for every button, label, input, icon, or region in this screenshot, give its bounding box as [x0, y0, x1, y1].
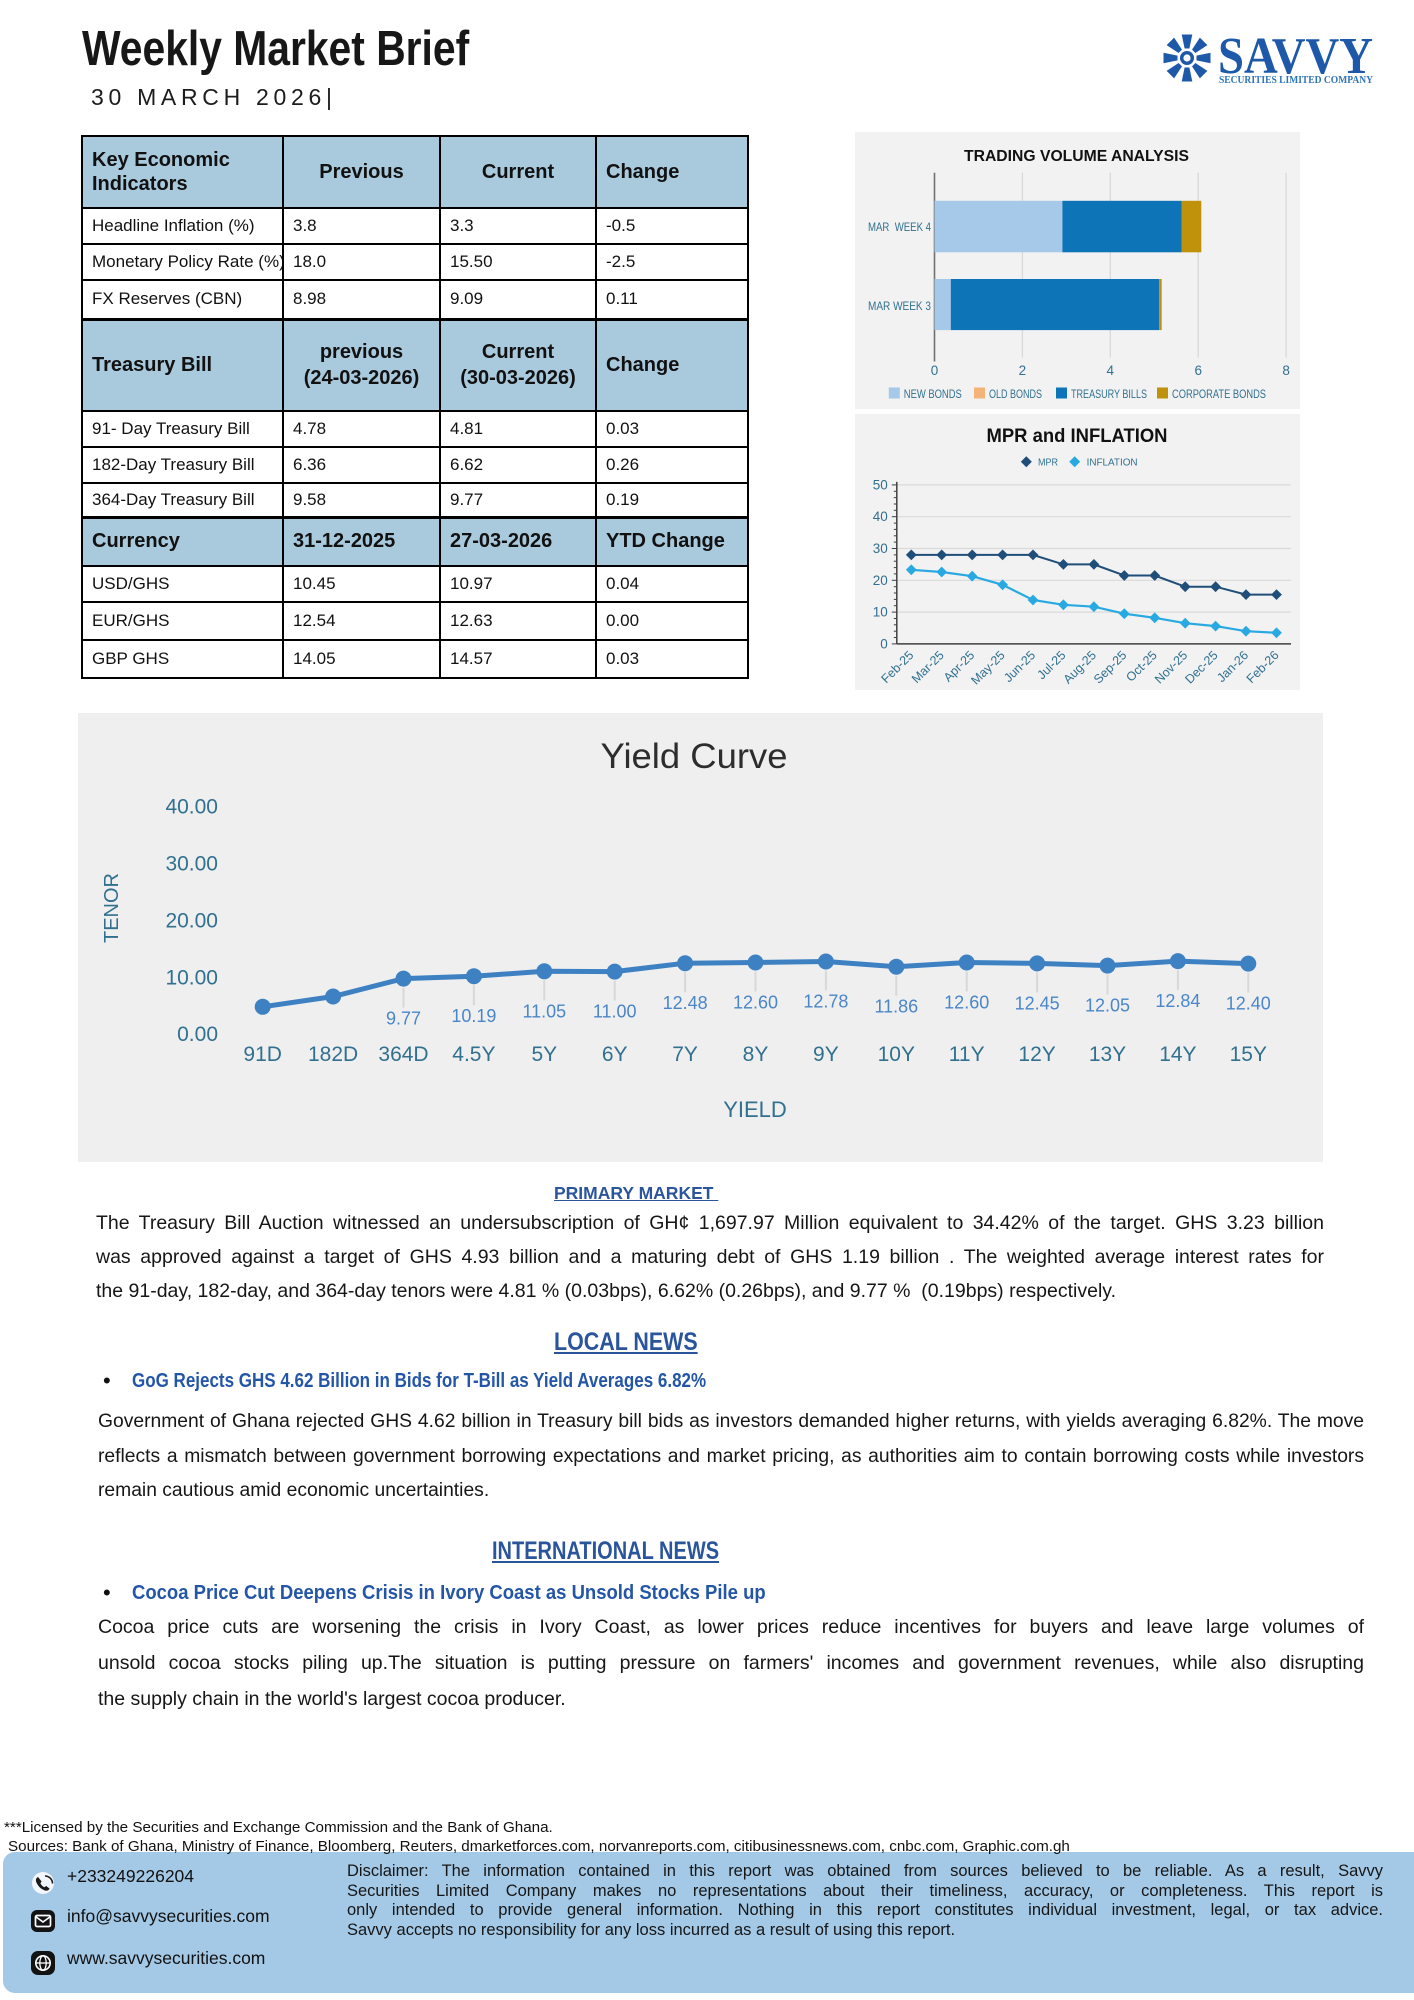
svg-text:YIELD: YIELD: [723, 1097, 787, 1122]
svg-text:4: 4: [1107, 363, 1115, 378]
svg-text:12Y: 12Y: [1018, 1043, 1055, 1066]
svg-text:10: 10: [873, 605, 888, 620]
svg-text:13Y: 13Y: [1089, 1043, 1126, 1066]
svg-text:20: 20: [873, 573, 888, 588]
svg-text:9Y: 9Y: [813, 1043, 839, 1066]
svg-text:SAVVY: SAVVY: [1218, 28, 1373, 85]
svg-text:91D: 91D: [243, 1043, 282, 1066]
svg-text:MAR WEEK 4: MAR WEEK 4: [868, 220, 931, 234]
svg-text:50: 50: [873, 477, 888, 492]
svg-text:SECURITIES LIMITED COMPANY: SECURITIES LIMITED COMPANY: [1219, 74, 1373, 86]
svg-text:10.19: 10.19: [451, 1006, 496, 1026]
svg-text:20.00: 20.00: [165, 909, 218, 932]
svg-text:MPR: MPR: [1038, 457, 1058, 469]
svg-text:364D: 364D: [378, 1043, 428, 1066]
svg-text:5Y: 5Y: [531, 1043, 557, 1066]
svg-text:182D: 182D: [308, 1043, 358, 1066]
svg-text:12.60: 12.60: [733, 993, 778, 1013]
svg-text:8Y: 8Y: [743, 1043, 769, 1066]
svg-text:12.78: 12.78: [803, 992, 848, 1012]
svg-text:4.5Y: 4.5Y: [452, 1043, 495, 1066]
svg-text:11.00: 11.00: [593, 1002, 637, 1022]
svg-text:NEW BONDS: NEW BONDS: [904, 387, 962, 401]
svg-text:30.00: 30.00: [165, 853, 218, 876]
svg-text:10.00: 10.00: [165, 966, 218, 989]
svg-text:11Y: 11Y: [949, 1043, 985, 1066]
svg-text:12.45: 12.45: [1015, 993, 1060, 1013]
svg-text:MPR and INFLATION: MPR and INFLATION: [987, 426, 1168, 447]
svg-text:MAR WEEK 3: MAR WEEK 3: [868, 299, 931, 313]
svg-text:10Y: 10Y: [878, 1043, 915, 1066]
svg-text:40: 40: [873, 509, 888, 524]
svg-text:TENOR: TENOR: [101, 873, 123, 943]
svg-text:8: 8: [1282, 363, 1290, 378]
svg-text:12.60: 12.60: [944, 993, 989, 1013]
svg-text:7Y: 7Y: [672, 1043, 698, 1066]
svg-text:15Y: 15Y: [1230, 1043, 1267, 1066]
svg-text:INFLATION: INFLATION: [1087, 457, 1138, 469]
svg-text:0: 0: [880, 636, 888, 651]
svg-text:12.48: 12.48: [663, 993, 708, 1013]
svg-text:CORPORATE BONDS: CORPORATE BONDS: [1172, 387, 1266, 401]
svg-text:TRADING VOLUME ANALYSIS: TRADING VOLUME ANALYSIS: [964, 148, 1189, 165]
svg-text:11.86: 11.86: [874, 997, 918, 1017]
svg-text:Yield Curve: Yield Curve: [601, 737, 788, 776]
svg-text:12.05: 12.05: [1085, 996, 1130, 1016]
svg-text:40.00: 40.00: [165, 796, 218, 819]
svg-text:TREASURY BILLS: TREASURY BILLS: [1071, 387, 1147, 401]
svg-text:12.40: 12.40: [1226, 994, 1271, 1014]
svg-text:0.00: 0.00: [177, 1023, 218, 1046]
svg-text:6Y: 6Y: [602, 1043, 628, 1066]
svg-text:0: 0: [931, 363, 939, 378]
svg-text:6: 6: [1194, 363, 1202, 378]
svg-text:9.77: 9.77: [386, 1009, 421, 1029]
svg-text:12.84: 12.84: [1155, 991, 1200, 1011]
svg-text:OLD BONDS: OLD BONDS: [989, 387, 1042, 401]
svg-text:30: 30: [873, 541, 888, 556]
svg-text:2: 2: [1019, 363, 1027, 378]
svg-text:14Y: 14Y: [1159, 1043, 1196, 1066]
svg-text:11.05: 11.05: [522, 1001, 566, 1021]
